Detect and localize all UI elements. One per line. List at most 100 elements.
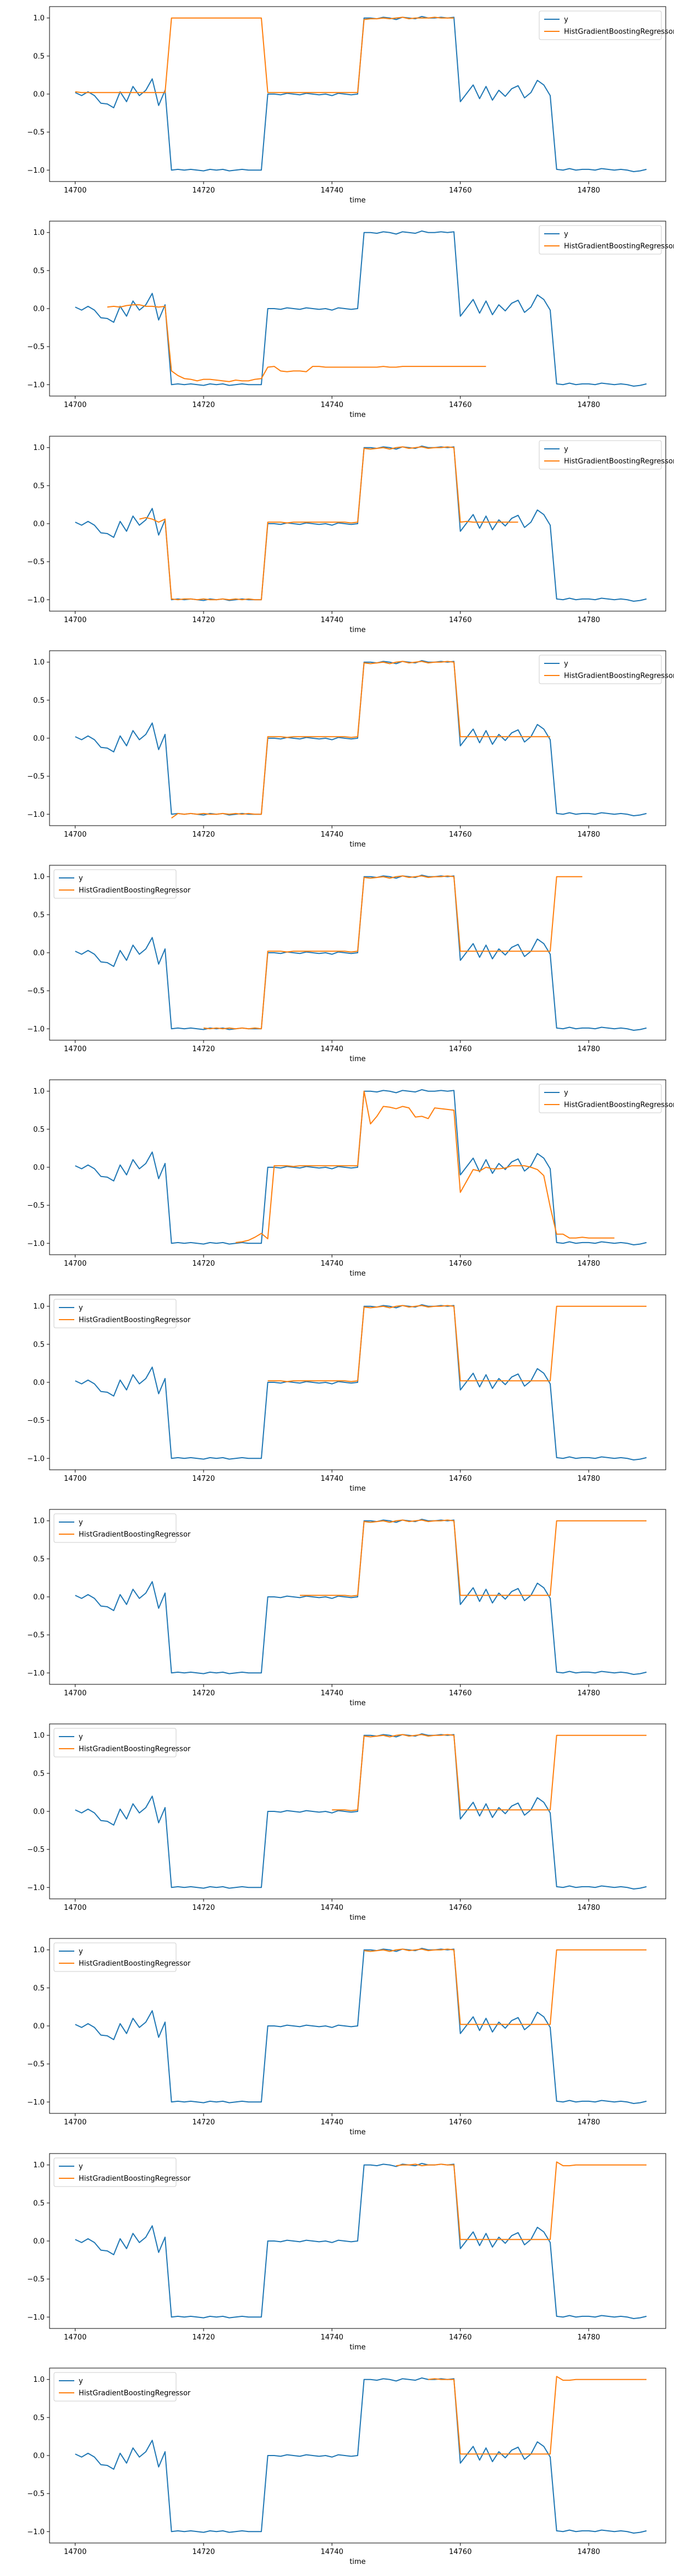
series-line-prediction (364, 1948, 646, 2025)
legend-box (539, 440, 662, 469)
y-tick-label: −0.5 (27, 558, 45, 566)
x-tick-label: 14720 (192, 1045, 215, 1053)
x-tick-label: 14720 (192, 1260, 215, 1268)
y-tick-label: 0.0 (33, 1378, 45, 1387)
y-tick-label: 0.5 (33, 911, 45, 919)
legend-entry-y-label: y (79, 1948, 83, 1956)
y-tick-label: −0.5 (27, 1631, 45, 1639)
chart-4: 14700 14720 14740 14760 14780 −1.0 −0.5 0.0 0.5 1… (27, 650, 674, 849)
x-tick-label: 14760 (449, 186, 472, 195)
y-tick-label: −1.0 (27, 811, 45, 819)
x-tick-label: 14740 (321, 401, 343, 409)
x-tick-label: 14720 (192, 2118, 215, 2127)
legend: y HistGradientBoostingRegressor (539, 225, 674, 255)
legend-entry-y-label: y (564, 16, 568, 24)
y-tick-label: −0.5 (27, 129, 45, 137)
legend-entry-prediction-label: HistGradientBoostingRegressor (564, 243, 674, 251)
x-tick-label: 14780 (577, 1689, 600, 1698)
x-axis-label: time (349, 1699, 365, 1707)
x-tick-label: 14700 (64, 1904, 86, 1912)
x-axis-label: time (349, 841, 365, 849)
legend: y HistGradientBoostingRegressor (539, 655, 674, 684)
x-tick-label: 14700 (64, 401, 86, 409)
series-line-prediction (300, 1519, 646, 1597)
y-tick-label: 0.5 (33, 482, 45, 490)
legend-entry-y-label: y (79, 1733, 83, 1742)
chart-11: 14700 14720 14740 14760 14780 −1.0 −0.5 0.0 0.5 1… (27, 2153, 666, 2352)
y-tick-label: 0.5 (33, 52, 45, 61)
series-line-prediction (203, 875, 583, 1030)
y-tick-label: −0.5 (27, 2275, 45, 2283)
y-tick-label: 1.0 (33, 2161, 45, 2169)
legend-entry-prediction-label: HistGradientBoostingRegressor (79, 2389, 191, 2397)
y-tick-label: −0.5 (27, 1202, 45, 1210)
x-tick-label: 14700 (64, 616, 86, 624)
series-line-prediction (107, 304, 486, 382)
x-tick-label: 14700 (64, 186, 86, 195)
x-tick-label: 14760 (449, 1904, 472, 1912)
series-line-prediction (171, 661, 550, 819)
x-tick-label: 14780 (577, 831, 600, 839)
series-line-y (75, 230, 647, 387)
legend: y HistGradientBoostingRegressor (53, 1942, 191, 1972)
y-tick-label: −0.5 (27, 987, 45, 996)
x-tick-label: 14780 (577, 616, 600, 624)
x-tick-label: 14760 (449, 616, 472, 624)
legend-entry-prediction-label: HistGradientBoostingRegressor (79, 1960, 191, 1968)
x-tick-label: 14760 (449, 1475, 472, 1483)
legend-entry-y-label: y (79, 2162, 83, 2171)
legend-box (53, 869, 177, 899)
legend-box (53, 1513, 177, 1543)
series-line-y (75, 2162, 647, 2319)
legend-entry-y-label: y (79, 1304, 83, 1312)
series-line-prediction (332, 1734, 646, 1811)
y-tick-label: 1.0 (33, 1946, 45, 1954)
series-line-prediction (267, 1304, 646, 1382)
legend-entry-prediction-label: HistGradientBoostingRegressor (79, 1530, 191, 1539)
y-tick-label: 0.5 (33, 1555, 45, 1563)
x-tick-label: 14740 (321, 1475, 343, 1483)
x-tick-label: 14760 (449, 401, 472, 409)
y-tick-label: 1.0 (33, 873, 45, 881)
chart-5: 14700 14720 14740 14760 14780 −1.0 −0.5 0.0 0.5 1… (27, 865, 666, 1063)
x-tick-label: 14780 (577, 1475, 600, 1483)
x-tick-label: 14760 (449, 1045, 472, 1053)
series-line-prediction (235, 1090, 615, 1244)
y-tick-label: 1.0 (33, 14, 45, 23)
chart-6: 14700 14720 14740 14760 14780 −1.0 −0.5 0.0 0.5 1… (27, 1079, 674, 1278)
x-tick-label: 14720 (192, 2333, 215, 2342)
y-tick-label: −1.0 (27, 381, 45, 389)
x-axis-label: time (349, 411, 365, 419)
legend-entry-y-label: y (79, 1518, 83, 1526)
y-tick-label: 0.0 (33, 2023, 45, 2031)
x-tick-label: 14720 (192, 616, 215, 624)
legend-entry-y-label: y (564, 230, 568, 239)
x-tick-label: 14760 (449, 1260, 472, 1268)
y-tick-label: 0.5 (33, 1770, 45, 1778)
y-tick-label: 0.5 (33, 1126, 45, 1134)
x-axis-label: time (349, 626, 365, 634)
x-axis-label: time (349, 1270, 365, 1278)
legend: y HistGradientBoostingRegressor (53, 1299, 191, 1328)
legend-entry-prediction-label: HistGradientBoostingRegressor (564, 672, 674, 680)
y-tick-label: −0.5 (27, 772, 45, 781)
y-tick-label: 0.0 (33, 734, 45, 743)
y-tick-label: 0.5 (33, 2414, 45, 2422)
x-tick-label: 14740 (321, 1689, 343, 1698)
legend-box (53, 2372, 177, 2402)
y-tick-label: −1.0 (27, 2313, 45, 2321)
y-tick-label: −1.0 (27, 1240, 45, 1248)
x-tick-label: 14740 (321, 1045, 343, 1053)
legend-entry-y-label: y (564, 445, 568, 453)
series-line-prediction (75, 17, 454, 94)
x-tick-label: 14720 (192, 401, 215, 409)
legend: y HistGradientBoostingRegressor (539, 440, 674, 469)
chart-12: 14700 14720 14740 14760 14780 −1.0 −0.5 0.0 0.5 1… (27, 2368, 666, 2566)
legend-entry-y-label: y (79, 2377, 83, 2385)
y-tick-label: −1.0 (27, 596, 45, 604)
legend-box (539, 655, 662, 684)
x-tick-label: 14700 (64, 1260, 86, 1268)
legend-entry-prediction-label: HistGradientBoostingRegressor (79, 2174, 191, 2183)
chart-10: 14700 14720 14740 14760 14780 −1.0 −0.5 0.0 0.5 1… (27, 1938, 666, 2136)
